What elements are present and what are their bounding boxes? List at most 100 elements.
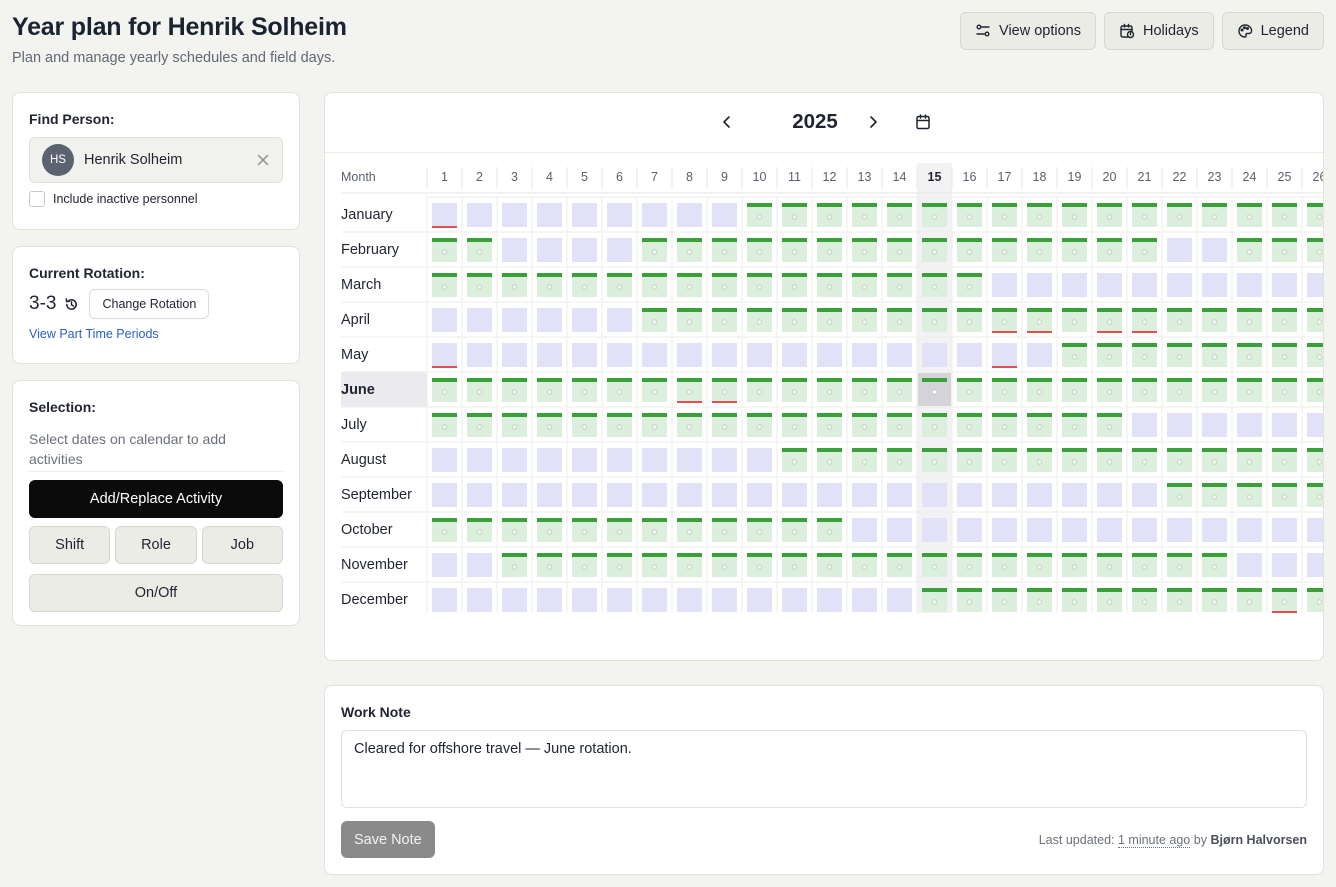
work-dot [476,249,483,255]
work-bar [1167,553,1192,557]
work-bar [887,378,912,382]
work-bar [432,378,457,382]
work-bar [817,518,842,522]
work-bar [992,448,1017,452]
work-bar [1237,203,1262,207]
work-bar [572,378,597,382]
work-bar [1167,448,1192,452]
work-dot [931,459,938,465]
work-dot [651,424,658,430]
work-dot [616,424,623,430]
work-bar [1202,553,1227,557]
shift-button[interactable]: Shift [29,526,111,564]
work-dot [1001,599,1008,605]
include-inactive-checkbox[interactable] [29,191,45,207]
day-cell [817,588,842,612]
day-cell [537,588,562,612]
work-dot [1106,459,1113,465]
calendar-header: 2025 [325,93,1323,153]
work-bar [677,308,702,312]
chevron-right-icon[interactable] [865,113,881,131]
work-bar [1272,448,1297,452]
day-header: 12 [823,170,837,184]
day-header: 26 [1313,170,1324,184]
work-dot [511,424,518,430]
role-button[interactable]: Role [115,526,197,564]
view-options-button[interactable]: View options [960,12,1096,50]
save-note-button[interactable]: Save Note [341,821,435,858]
work-dot [966,424,973,430]
change-rotation-button[interactable]: Change Rotation [89,289,210,319]
work-bar [1307,308,1323,312]
day-cell [1237,553,1262,577]
job-button[interactable]: Job [201,526,283,564]
person-select[interactable]: HS Henrik Solheim [29,137,283,183]
work-bar [1027,413,1052,417]
close-icon[interactable] [256,153,270,167]
day-cell [1097,483,1122,507]
work-dot [1281,214,1288,220]
history-icon[interactable] [64,297,79,312]
work-bar [677,553,702,557]
work-dot [791,564,798,570]
flag-underline [1272,611,1297,613]
day-cell [607,483,632,507]
day-cell [712,448,737,472]
day-cell [467,553,492,577]
part-time-periods-link[interactable]: View Part Time Periods [29,327,159,341]
work-bar [1272,238,1297,242]
work-bar [642,238,667,242]
day-cell [1307,553,1323,577]
on-off-button[interactable]: On/Off [29,574,283,612]
rotation-value: 3-3 [29,293,57,314]
day-cell [607,343,632,367]
work-dot [581,529,588,535]
calendar-icon[interactable] [915,113,931,131]
day-cell [852,518,877,542]
work-bar [992,413,1017,417]
work-dot [1176,214,1183,220]
work-bar [957,308,982,312]
work-bar [432,238,457,242]
work-note-textarea[interactable]: Cleared for offshore travel — June rotat… [341,730,1307,808]
work-dot [721,529,728,535]
work-dot [791,214,798,220]
work-dot [931,249,938,255]
palette-icon [1237,24,1252,38]
work-dot [1071,249,1078,255]
work-dot [1176,459,1183,465]
work-dot [931,284,938,290]
work-dot [1036,599,1043,605]
day-cell [677,483,702,507]
holidays-button[interactable]: Holidays [1104,12,1214,50]
work-dot [1281,459,1288,465]
work-bar [1062,413,1087,417]
work-bar [1027,378,1052,382]
work-bar [992,238,1017,242]
day-cell [747,588,772,612]
day-header: 11 [788,170,801,184]
day-cell [852,483,877,507]
work-bar [747,518,772,522]
work-bar [1167,483,1192,487]
work-bar [782,273,807,277]
legend-button[interactable]: Legend [1221,12,1324,50]
holidays-label: Holidays [1143,23,1199,39]
work-dot [931,564,938,570]
work-bar [1167,308,1192,312]
work-dot [966,319,973,325]
work-bar [817,203,842,207]
chevron-left-icon[interactable] [719,113,735,131]
day-cell [502,203,527,227]
work-dot [756,564,763,570]
work-bar [922,588,947,592]
work-bar [957,238,982,242]
work-dot [1141,319,1148,325]
work-dot [546,424,553,430]
work-bar [1062,588,1087,592]
work-dot [1071,354,1078,360]
work-dot [1246,599,1253,605]
add-replace-activity-button[interactable]: Add/Replace Activity [29,480,283,518]
flag-underline [432,366,457,368]
work-dot [1316,319,1323,325]
